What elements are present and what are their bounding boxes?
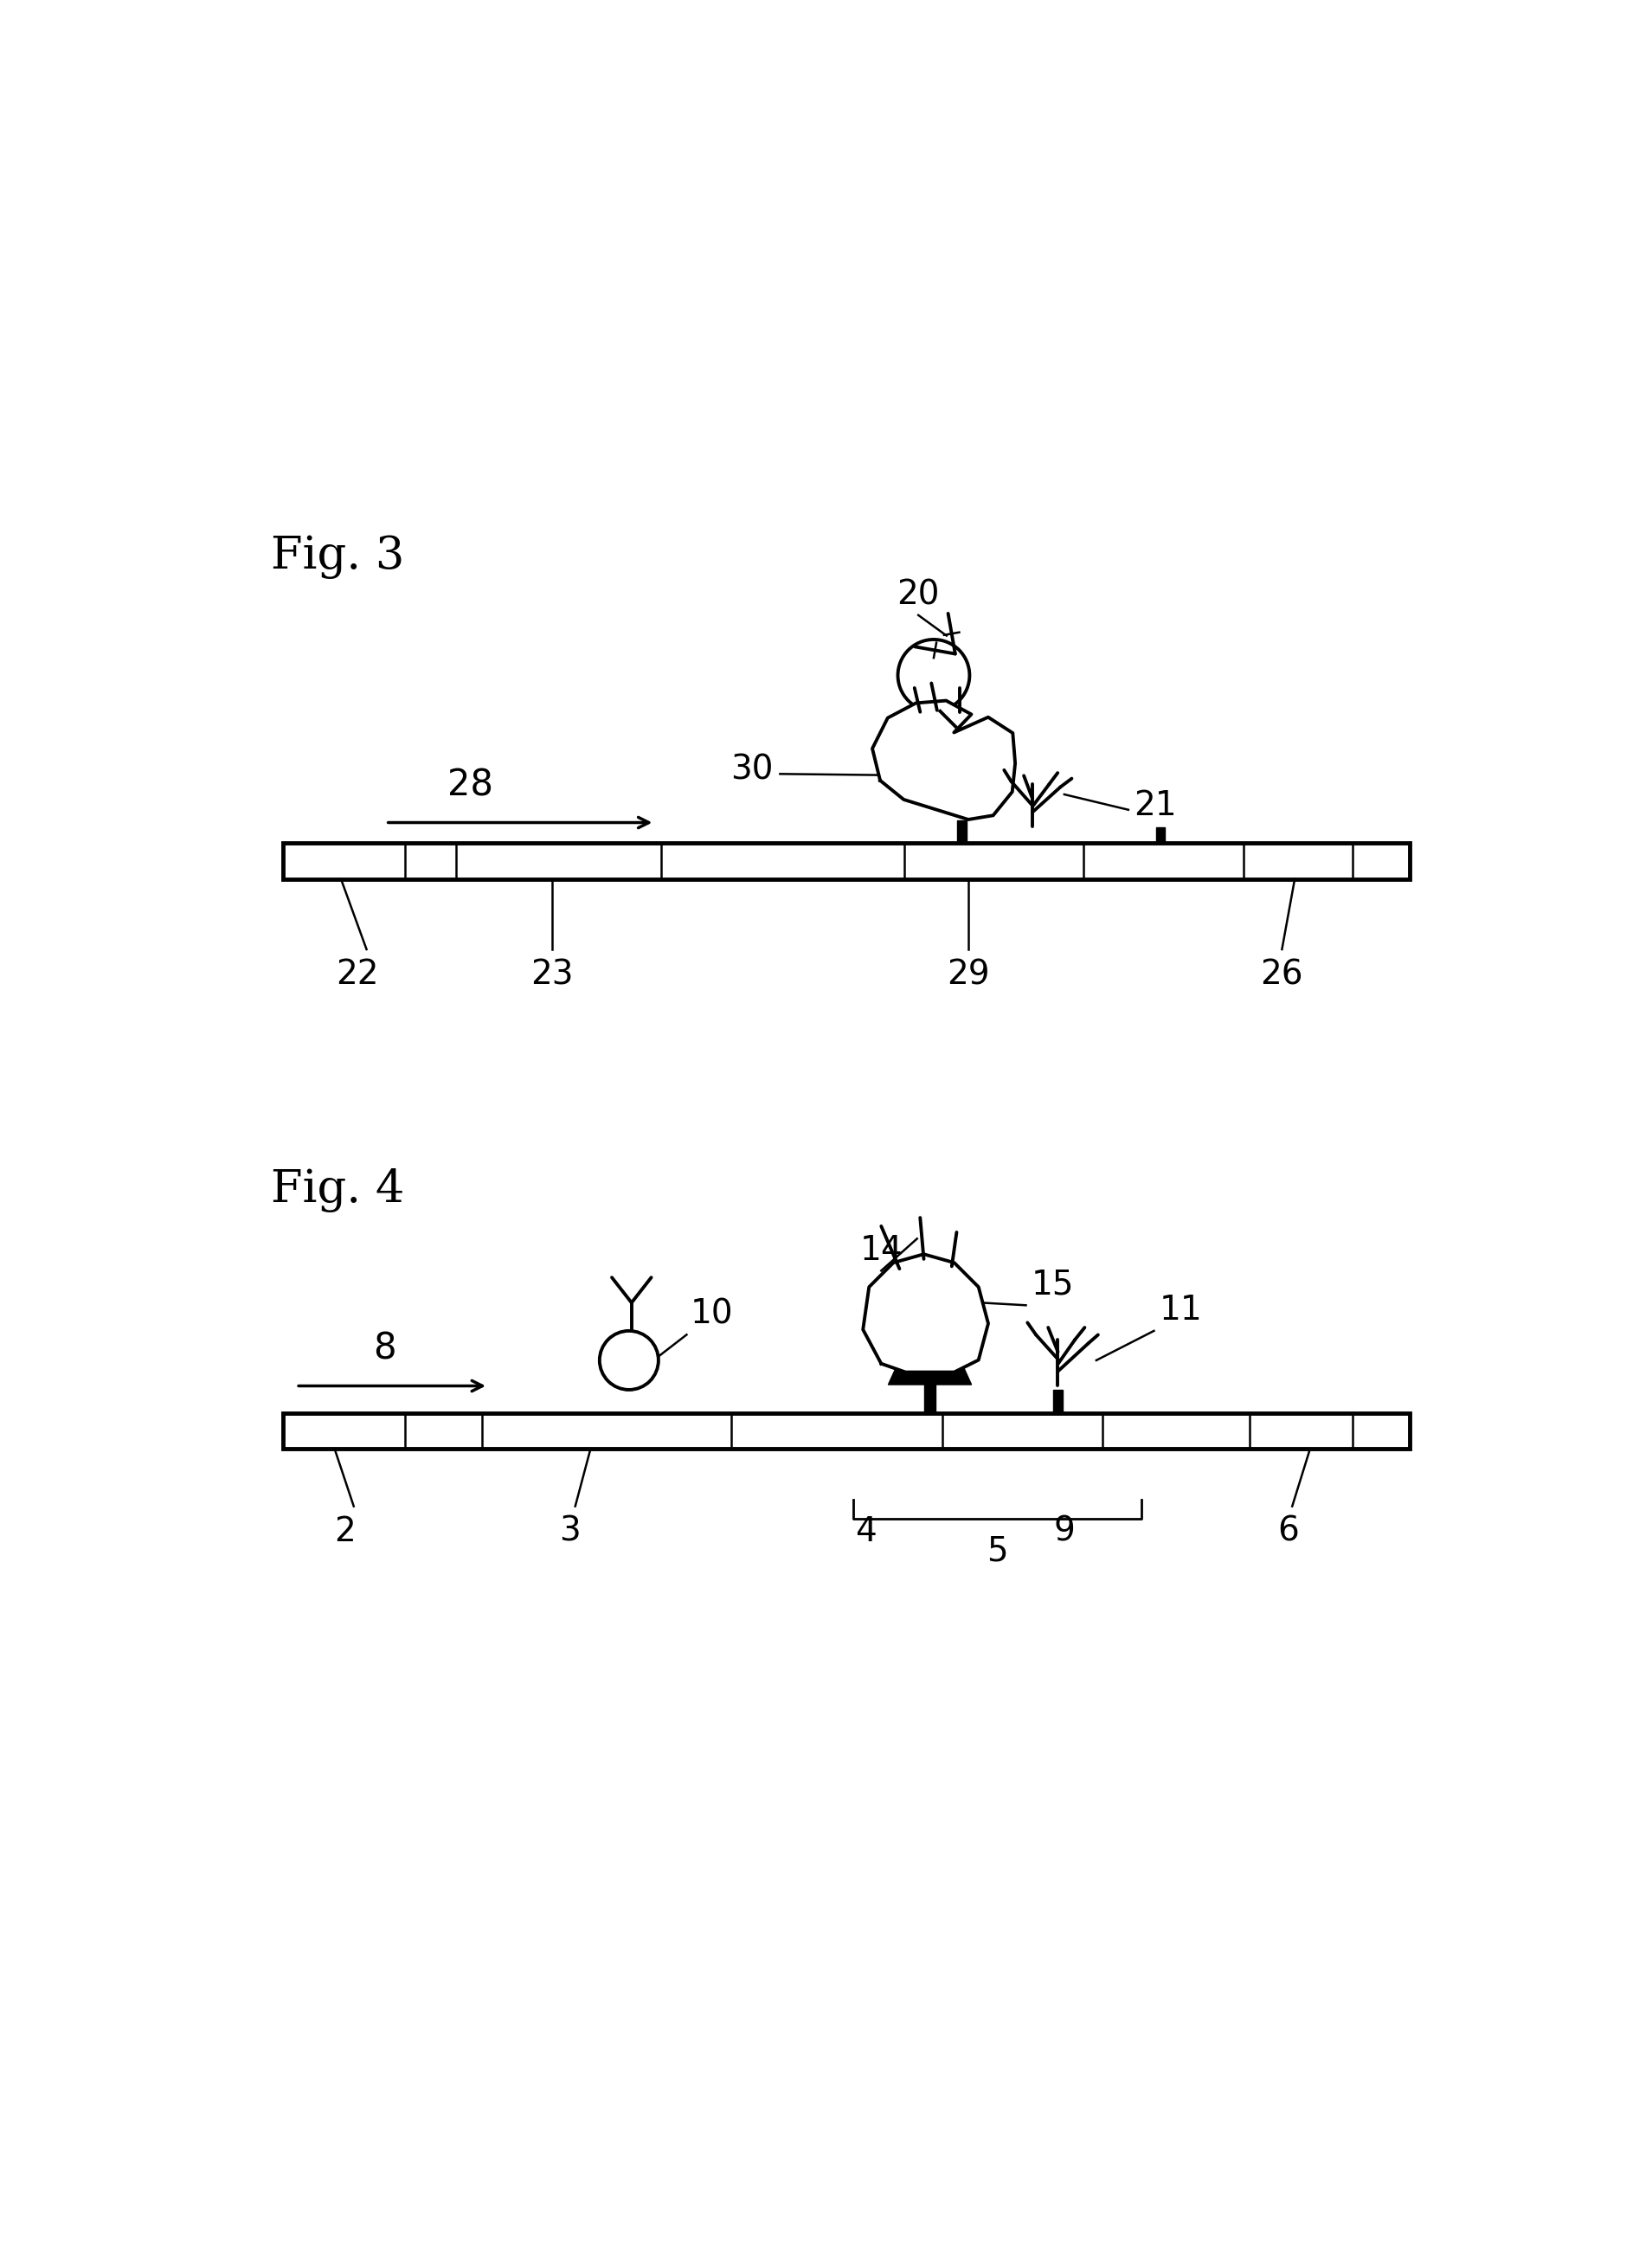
Text: 28: 28 — [448, 767, 492, 803]
Text: 14: 14 — [859, 1233, 902, 1267]
Text: 20: 20 — [897, 578, 940, 612]
Bar — [923, 1384, 935, 1413]
Polygon shape — [872, 700, 1016, 819]
Text: 9: 9 — [1054, 1514, 1075, 1548]
Text: 21: 21 — [1133, 790, 1176, 821]
Text: 5: 5 — [986, 1534, 1008, 1568]
Text: 29: 29 — [947, 958, 990, 992]
Bar — [958, 819, 966, 844]
Text: 22: 22 — [335, 958, 378, 992]
Text: 6: 6 — [1277, 1514, 1298, 1548]
Text: 23: 23 — [530, 958, 573, 992]
Text: 11: 11 — [1160, 1294, 1203, 1327]
Polygon shape — [862, 1253, 988, 1372]
Text: Fig. 3: Fig. 3 — [271, 536, 405, 578]
Polygon shape — [889, 1357, 971, 1384]
Text: 30: 30 — [730, 754, 773, 787]
Text: Fig. 4: Fig. 4 — [271, 1168, 405, 1213]
Text: 2: 2 — [334, 1514, 355, 1548]
Bar — [1156, 828, 1165, 844]
Text: 3: 3 — [560, 1514, 582, 1548]
Text: 8: 8 — [373, 1330, 396, 1366]
Bar — [284, 844, 1409, 880]
Text: 10: 10 — [691, 1298, 733, 1330]
Text: 15: 15 — [1031, 1269, 1074, 1300]
Text: 4: 4 — [856, 1514, 877, 1548]
Text: 26: 26 — [1260, 958, 1303, 992]
Bar — [1054, 1390, 1062, 1413]
Bar — [284, 1413, 1409, 1449]
